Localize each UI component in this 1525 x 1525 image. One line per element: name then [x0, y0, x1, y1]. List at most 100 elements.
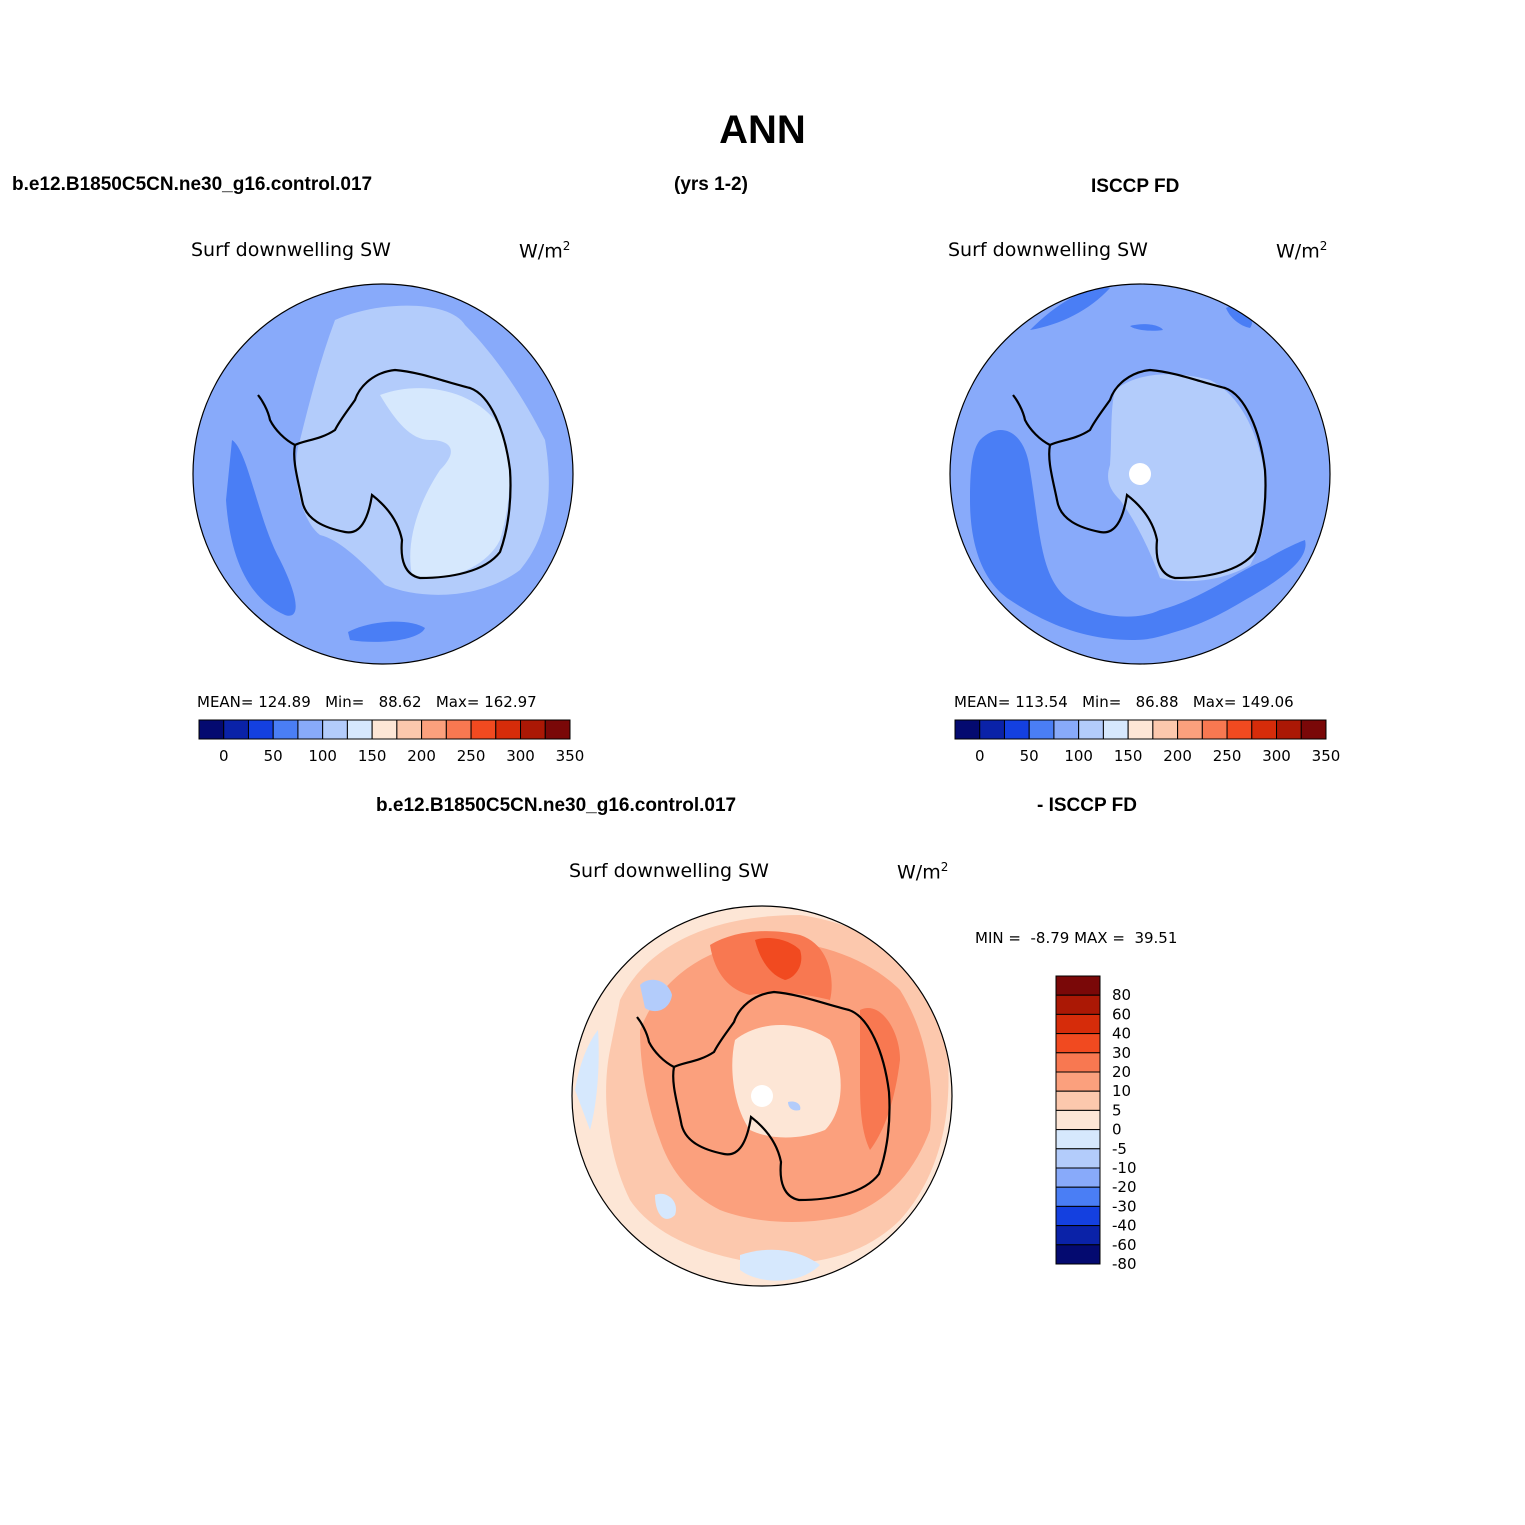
- diff-blue-patch-sw: [655, 1193, 676, 1219]
- obs-dark-band-south: [970, 430, 1306, 640]
- obs-light-zone: [1108, 374, 1266, 582]
- obs-units: W/m2: [1276, 239, 1327, 262]
- obs-peninsula-outline: [1012, 394, 1051, 446]
- obs-max-label: Max=: [1192, 693, 1237, 711]
- diff-units-base: W/m: [897, 861, 941, 884]
- diff-colorbar-tick-label: -40: [1112, 1217, 1137, 1235]
- diff-colorbar-box: [1055, 1052, 1101, 1073]
- model-colorbar-box: [544, 719, 571, 740]
- diff-colorbar-tick-label: 0: [1112, 1121, 1122, 1139]
- diff-min-label: MIN =: [975, 929, 1021, 947]
- obs-antarctica-outline: [1048, 368, 1267, 580]
- model-stats: MEAN= 124.89 Min= 88.62 Max= 162.97: [197, 693, 537, 711]
- obs-mean-value: 113.54: [1015, 693, 1068, 711]
- diff-units-exp: 2: [940, 860, 949, 874]
- obs-units-base: W/m: [1276, 240, 1320, 263]
- page-title: ANN: [719, 108, 806, 152]
- diff-blue-patch-center: [788, 1101, 801, 1111]
- model-antarctica-outline: [293, 368, 512, 580]
- diff-interior-pale-zone: [732, 1025, 841, 1138]
- model-colorbar-tick-label: 250: [457, 747, 486, 765]
- model-colorbar-tick-label: 300: [506, 747, 535, 765]
- diff-obs-name-label: - ISCCP FD: [1037, 795, 1137, 816]
- model-min-label: Min=: [325, 693, 365, 711]
- diff-max-label: MAX =: [1074, 929, 1125, 947]
- diff-colorbar-tick-label: 80: [1112, 986, 1131, 1004]
- diff-east-orange-zone: [860, 1008, 900, 1150]
- obs-colorbar-tick-label: 300: [1262, 747, 1291, 765]
- obs-colorbar-tick-label: 350: [1312, 747, 1341, 765]
- model-units: W/m2: [519, 239, 570, 262]
- model-colorbar-tick-label: 150: [358, 747, 387, 765]
- model-colorbar-tick-label: 100: [308, 747, 337, 765]
- diff-colorbar-tick-label: -80: [1112, 1255, 1137, 1273]
- obs-name-label: ISCCP FD: [1091, 176, 1180, 197]
- diff-min-value: -8.79: [1030, 929, 1070, 947]
- obs-max-value: 149.06: [1241, 693, 1294, 711]
- diff-colorbar-box: [1055, 1205, 1101, 1227]
- obs-colorbar-tick-label: 50: [1020, 747, 1039, 765]
- model-lightest-zone: [380, 388, 510, 579]
- obs-min-value: 86.88: [1135, 693, 1179, 711]
- obs-colorbar-tick-label: 250: [1213, 747, 1242, 765]
- diff-blue-patch-s: [740, 1249, 820, 1281]
- diff-colorbar-tick-label: -60: [1112, 1236, 1137, 1254]
- model-dark-band-west: [226, 440, 296, 616]
- obs-colorbar-tick-label: 0: [975, 747, 985, 765]
- model-min-value: 88.62: [378, 693, 422, 711]
- model-max-label: Max=: [435, 693, 480, 711]
- diff-colorbar-box: [1055, 1186, 1101, 1207]
- diff-missing-pole: [751, 1085, 773, 1107]
- obs-colorbar-tick-label: 200: [1163, 747, 1192, 765]
- obs-map-border: [949, 283, 1331, 665]
- model-map-border: [192, 283, 574, 665]
- model-max-value: 162.97: [484, 693, 537, 711]
- diff-colorbar-tick-label: 40: [1112, 1025, 1131, 1043]
- years-label: (yrs 1-2): [674, 174, 748, 195]
- diff-units: W/m2: [897, 860, 948, 883]
- diff-blue-patch-w: [575, 1030, 599, 1130]
- obs-missing-pole: [1129, 463, 1151, 485]
- diff-colorbar-tick-label: 5: [1112, 1101, 1122, 1119]
- diff-peninsula-outline: [636, 1016, 675, 1068]
- obs-dark-patch-north: [1130, 324, 1163, 331]
- diff-variable-title: Surf downwelling SW: [569, 860, 769, 882]
- model-colorbar-tick-label: 50: [264, 747, 283, 765]
- obs-variable-title: Surf downwelling SW: [948, 239, 1148, 261]
- diff-colorbar-tick-label: 20: [1112, 1063, 1131, 1081]
- diff-colorbar-box: [1055, 1148, 1101, 1169]
- diff-colorbar-box: [1055, 1090, 1101, 1111]
- diff-colorbar-box: [1055, 1129, 1101, 1150]
- diff-deep-orange-zone: [755, 938, 802, 980]
- diff-colorbar-box: [1055, 1013, 1101, 1035]
- diff-blue-patch-nw: [640, 979, 672, 1012]
- model-colorbar-tick-label: 0: [219, 747, 229, 765]
- model-mean-label: MEAN=: [197, 693, 254, 711]
- model-peninsula-outline: [257, 394, 296, 446]
- diff-colorbar-box: [1055, 1244, 1101, 1265]
- obs-mean-label: MEAN=: [954, 693, 1011, 711]
- obs-min-label: Min=: [1082, 693, 1122, 711]
- model-variable-title: Surf downwelling SW: [191, 239, 391, 261]
- model-units-base: W/m: [519, 240, 563, 263]
- diff-case-name-label: b.e12.B1850C5CN.ne30_g16.control.017: [376, 795, 737, 816]
- model-colorbar-tick-label: 200: [407, 747, 436, 765]
- model-colorbar-tick-label: 350: [556, 747, 585, 765]
- diff-colorbar-tick-label: -30: [1112, 1197, 1137, 1215]
- diff-colorbar-tick-label: -20: [1112, 1178, 1137, 1196]
- diff-map-border: [571, 905, 953, 1287]
- obs-colorbar-tick-label: 150: [1114, 747, 1143, 765]
- diff-max-value: 39.51: [1134, 929, 1178, 947]
- diff-antarctica-outline: [672, 990, 891, 1202]
- obs-dark-band-north: [1030, 287, 1110, 330]
- model-units-exp: 2: [562, 239, 571, 253]
- diff-colorbar-tick-label: -10: [1112, 1159, 1137, 1177]
- diff-colorbar-box: [1055, 1033, 1101, 1054]
- diff-colorbar-tick-label: 10: [1112, 1082, 1131, 1100]
- model-dark-patch-south: [348, 621, 425, 642]
